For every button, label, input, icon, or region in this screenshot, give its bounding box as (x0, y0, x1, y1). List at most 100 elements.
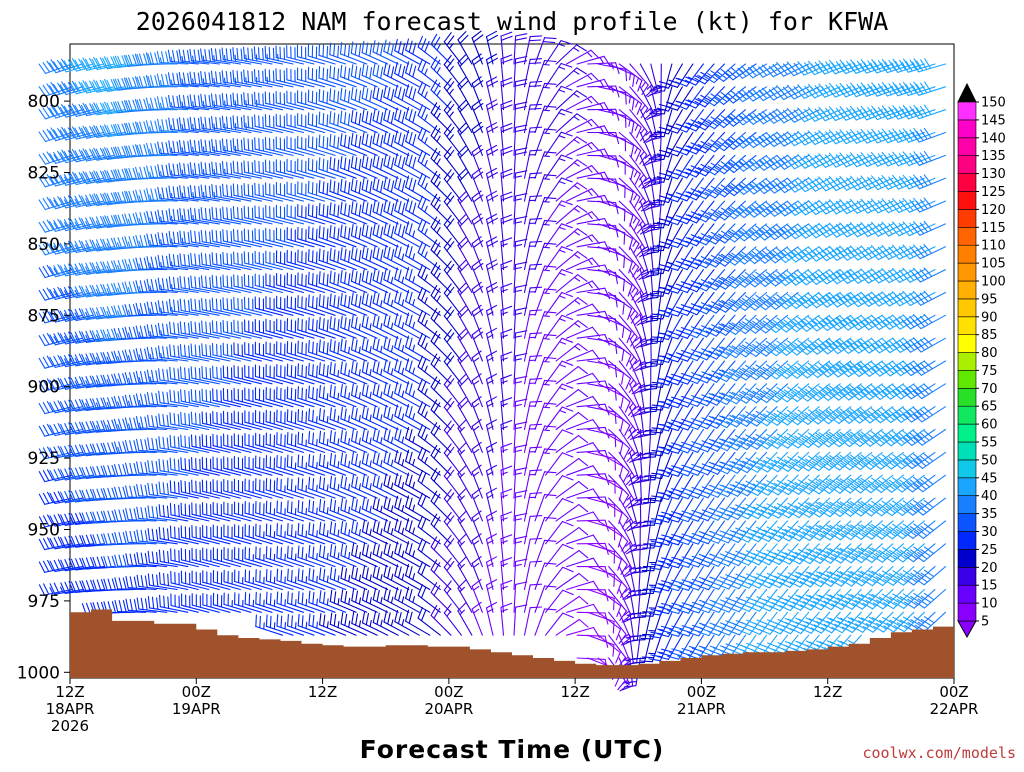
wind-barb (645, 384, 662, 412)
x-tick-label: 2026 (51, 717, 89, 735)
wind-barb (287, 455, 314, 475)
colorbar-tick-label: 100 (981, 275, 1006, 290)
wind-barb (266, 547, 293, 567)
y-tick-label: 875 (28, 306, 60, 326)
wind-barb (686, 110, 715, 131)
colorbar-tick-label: 10 (981, 597, 998, 612)
wind-barb (915, 590, 946, 609)
wind-barb (556, 505, 588, 521)
wind-barb (266, 524, 293, 544)
wind-barb (406, 564, 430, 589)
wind-barb (726, 361, 756, 381)
wind-barb (727, 384, 757, 404)
wind-barb (556, 459, 588, 476)
colorbar-tick-label: 95 (981, 292, 998, 307)
wind-barb (266, 433, 293, 452)
credit-link[interactable]: coolwx.com/models (862, 744, 1016, 762)
wind-barb (256, 547, 283, 567)
wind-barb (686, 155, 714, 177)
wind-barb (341, 293, 367, 315)
wind-barb (525, 196, 542, 224)
wind-barb (406, 267, 430, 292)
colorbar-box (958, 549, 976, 567)
wind-barb (556, 528, 588, 544)
wind-barb (245, 570, 272, 590)
wind-barb (706, 315, 735, 336)
wind-barb (598, 155, 625, 174)
wind-barb (915, 567, 946, 585)
wind-barb (406, 290, 430, 315)
wind-barb (567, 235, 600, 247)
wind-barb (567, 166, 600, 179)
wind-barb (546, 613, 574, 635)
wind-barb (287, 433, 314, 453)
wind-barb (256, 592, 283, 612)
wind-barb (567, 304, 600, 315)
wind-barb (308, 181, 335, 201)
colorbar-tick-label: 65 (981, 400, 998, 415)
wind-barb (406, 39, 430, 64)
wind-barb (148, 574, 177, 590)
wind-barb (696, 270, 725, 291)
wind-barb (298, 227, 325, 246)
wind-barb (588, 63, 619, 74)
wind-barb (726, 338, 756, 357)
wind-barb (588, 612, 614, 633)
wind-barb (406, 587, 430, 612)
wind-barb (245, 593, 272, 613)
colorbar-box (958, 514, 976, 532)
colorbar-tick-label: 145 (981, 113, 1006, 128)
wind-barb (556, 436, 587, 453)
wind-barb (406, 519, 430, 544)
wind-barb (525, 539, 542, 567)
colorbar-box (958, 585, 976, 603)
wind-barb (406, 108, 430, 133)
x-tick-label: 12Z (560, 683, 589, 701)
wind-barb (406, 85, 430, 110)
wind-barb (287, 387, 314, 407)
colorbar-over-arrow (958, 84, 976, 102)
wind-barb (159, 482, 188, 498)
wind-barb (567, 143, 600, 156)
wind-barb (148, 597, 177, 613)
colorbar-tick-label: 70 (981, 382, 998, 397)
colorbar-tick-label: 35 (981, 507, 998, 522)
wind-barb (525, 607, 542, 635)
wind-barb (645, 361, 661, 390)
wind-barb (577, 56, 610, 66)
wind-barb (406, 382, 430, 407)
colorbar-box (958, 227, 976, 245)
colorbar-box (958, 532, 976, 550)
wind-barb (646, 293, 661, 322)
colorbar-tick-label: 150 (981, 96, 1006, 111)
wind-barb (914, 498, 945, 515)
colorbar-tick-label: 115 (981, 221, 1006, 236)
wind-barb (287, 364, 314, 384)
wind-barb (298, 250, 325, 270)
wind-barb (159, 527, 188, 544)
x-tick-label: 22APR (930, 700, 979, 718)
wind-barb (644, 407, 661, 435)
colorbar-tick-label: 105 (981, 257, 1006, 272)
x-tick-label: 12Z (55, 683, 84, 701)
colorbar-box (958, 406, 976, 424)
wind-barb (686, 201, 714, 223)
wind-barb (256, 479, 283, 498)
wind-barb (277, 615, 304, 636)
wind-barb (288, 524, 315, 544)
colorbar-tick-label: 125 (981, 185, 1006, 200)
colorbar-tick-label: 75 (981, 364, 998, 379)
colorbar-box (958, 567, 976, 585)
wind-barb (913, 384, 945, 399)
wind-barb (287, 296, 314, 315)
wind-barb (696, 247, 725, 268)
wind-barb (235, 570, 262, 589)
wind-barb (567, 212, 600, 224)
x-tick-label: 19APR (172, 700, 221, 718)
wind-barb (287, 410, 314, 430)
wind-barb (341, 385, 367, 407)
colorbar-box (958, 281, 976, 299)
colorbar-tick-label: 55 (981, 436, 998, 451)
